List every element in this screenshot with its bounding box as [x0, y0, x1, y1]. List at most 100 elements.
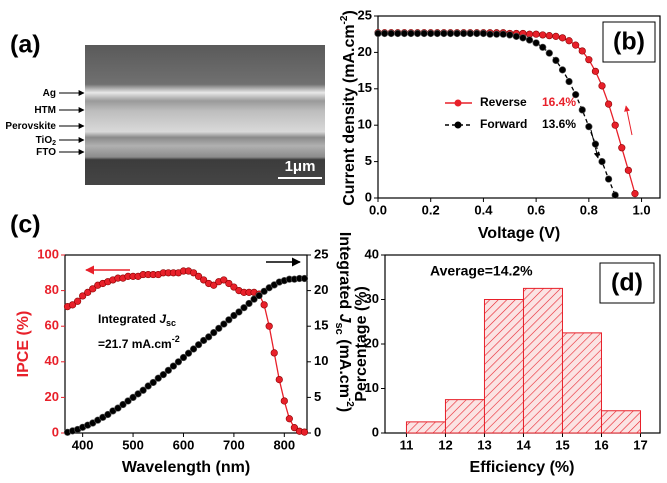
y2-title-close: ) — [336, 407, 353, 412]
y-tick-label: 20 — [365, 335, 379, 350]
x-tick-label: 15 — [555, 437, 569, 452]
marker — [605, 100, 613, 108]
y2-title-text: Integrated — [336, 232, 353, 314]
x-tick-label: 600 — [173, 437, 195, 452]
marker — [129, 393, 137, 402]
marker — [114, 404, 122, 412]
layer-label-text: Ag — [43, 88, 56, 99]
x-tick-label: 11 — [400, 437, 414, 452]
marker — [591, 140, 600, 148]
marker — [104, 410, 112, 419]
marker — [473, 29, 481, 38]
marker — [605, 175, 613, 183]
x-tick-label: 0.0 — [369, 202, 387, 217]
annotation: =21.7 mA.cm-2 — [98, 334, 180, 351]
marker — [433, 29, 441, 38]
marker — [280, 397, 288, 405]
marker — [139, 386, 147, 394]
marker — [512, 32, 520, 40]
annotation-line2: =21.7 mA.cm — [98, 337, 172, 351]
arrow — [624, 105, 633, 136]
marker — [134, 390, 142, 398]
scale-bar-label: 1μm — [285, 158, 316, 175]
marker — [598, 82, 606, 90]
layer-label: Ag — [43, 88, 56, 99]
y-tick-label: 0 — [372, 424, 379, 439]
marker — [460, 29, 468, 38]
x-tick-label: 12 — [438, 437, 452, 452]
marker — [290, 424, 298, 432]
y-tick-label: 100 — [37, 246, 59, 261]
y-tick-label: 10 — [365, 380, 379, 395]
marker — [189, 345, 198, 353]
marker — [420, 29, 428, 38]
plot-frame — [64, 254, 308, 434]
series-line — [378, 32, 636, 194]
y2-tick-label: 10 — [314, 353, 328, 368]
layer-label-text: Perovskite — [5, 121, 56, 132]
y-axis-title-sup: -2 — [339, 15, 350, 24]
marker — [195, 341, 203, 349]
marker — [565, 77, 573, 86]
marker — [618, 144, 626, 152]
legend-label: Forward — [480, 117, 527, 131]
y-tick-label: 15 — [358, 80, 372, 95]
y2-tick-label: 0 — [314, 424, 321, 439]
marker — [545, 49, 553, 57]
marker — [260, 287, 268, 295]
layer-label-text: HTM — [34, 105, 56, 116]
marker — [210, 329, 218, 337]
y-tick-label: 20 — [358, 44, 372, 59]
layer-label-sub: 2 — [52, 140, 56, 147]
x-tick-label: 1.0 — [633, 202, 651, 217]
y-tick-label: 80 — [45, 282, 59, 297]
layer-label-text: FTO — [36, 147, 56, 158]
marker — [74, 297, 82, 305]
annotation-j: J — [159, 312, 166, 326]
marker — [453, 29, 461, 38]
marker — [255, 291, 263, 300]
marker — [184, 349, 193, 357]
layer-label: TiO2 — [36, 135, 56, 147]
marker — [230, 283, 238, 291]
y2-tick-label: 20 — [314, 282, 328, 297]
marker — [479, 29, 488, 38]
marker — [235, 308, 243, 316]
marker — [189, 269, 198, 277]
marker — [225, 279, 233, 288]
y-tick-label: 0 — [365, 189, 372, 204]
marker — [89, 285, 97, 293]
x-tick-label: 0.6 — [527, 202, 545, 217]
marker — [558, 66, 567, 74]
x-axis-title: Wavelength (nm) — [122, 459, 250, 476]
marker — [174, 358, 183, 366]
marker — [591, 67, 600, 75]
marker — [611, 191, 619, 199]
plot-frame — [377, 15, 661, 199]
y2-title-j: J — [336, 314, 353, 324]
marker — [624, 166, 632, 174]
y2-tick-label: 15 — [314, 318, 328, 333]
y-axis-title-text: Current density (mA.cm — [341, 24, 358, 205]
marker — [265, 322, 273, 330]
marker — [400, 29, 408, 38]
y-tick-label: 5 — [365, 153, 372, 168]
marker — [220, 276, 228, 284]
bar — [561, 332, 602, 434]
y2-title-end: (mA.cm — [336, 335, 353, 398]
marker — [260, 301, 268, 309]
y-tick-label: 25 — [358, 7, 372, 22]
y2-tick-label: 5 — [314, 389, 321, 404]
marker — [552, 56, 560, 65]
marker — [572, 41, 580, 49]
marker — [154, 374, 162, 382]
x-axis-title: Voltage (V) — [478, 225, 560, 242]
marker — [585, 56, 593, 64]
annotation-text: Integrated — [98, 312, 159, 326]
panel-label-box — [602, 21, 656, 63]
x-tick-label: 500 — [122, 437, 144, 452]
marker — [565, 37, 573, 45]
marker — [149, 378, 157, 387]
marker — [519, 34, 527, 42]
